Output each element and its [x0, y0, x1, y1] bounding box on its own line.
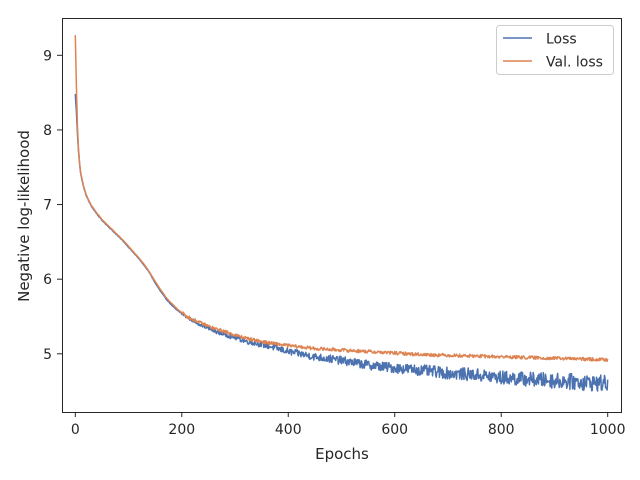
series-layer: [74, 35, 609, 392]
series-line-loss: [74, 93, 609, 392]
x-tick-label: 0: [71, 422, 80, 438]
y-tick-label: 6: [43, 272, 52, 288]
x-axis-ticks: 0 200 400 600 800 1000: [71, 412, 626, 438]
x-tick-label: 200: [168, 422, 195, 438]
y-tick-label: 5: [43, 347, 52, 363]
series-line-val-loss: [74, 35, 609, 363]
y-tick-label: 8: [43, 123, 52, 139]
legend: Loss Val. loss: [496, 25, 614, 75]
x-axis-label: Epochs: [315, 445, 369, 463]
y-axis-label: Negative log-likelihood: [15, 130, 33, 302]
x-tick-label: 400: [275, 422, 302, 438]
y-axis-ticks: 5 6 7 8 9: [43, 48, 62, 363]
x-tick-label: 1000: [590, 422, 626, 438]
plot-frame: [62, 18, 622, 413]
y-tick-label: 7: [43, 198, 52, 214]
y-tick-label: 9: [43, 48, 52, 64]
legend-label-loss: Loss: [546, 32, 577, 48]
x-tick-label: 800: [488, 422, 515, 438]
legend-label-val-loss: Val. loss: [546, 55, 603, 71]
x-tick-label: 600: [381, 422, 408, 438]
